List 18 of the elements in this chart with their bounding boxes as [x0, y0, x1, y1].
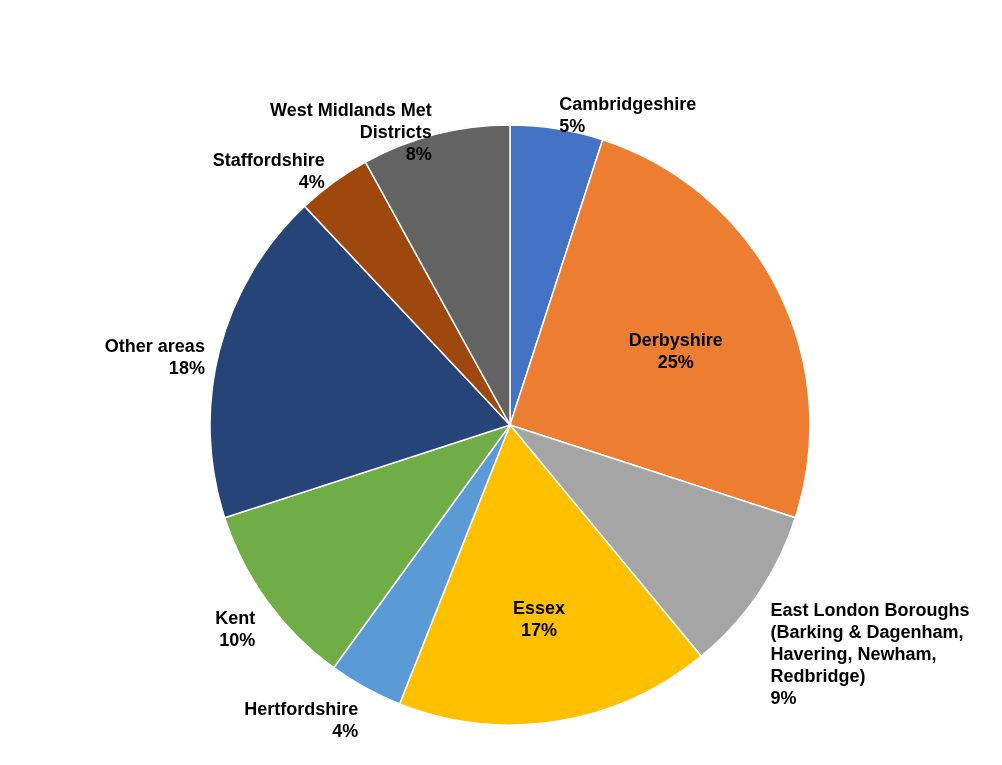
slice-label: Derbyshire: [628, 329, 723, 350]
slice-label: Essex: [513, 597, 566, 618]
slice-label: Staffordshire: [212, 150, 325, 171]
data-label: 18%: [168, 357, 205, 378]
data-label: 10%: [219, 630, 256, 651]
data-label: 4%: [332, 721, 359, 742]
data-label: 5%: [559, 115, 586, 136]
slice-label: Hertfordshire: [244, 699, 359, 720]
data-label: 8%: [405, 143, 432, 164]
slice-label: Kent: [215, 608, 256, 629]
slice-label: West Midlands Met Districts: [269, 99, 432, 142]
slice-label: East London Boroughs (Barking & Dagenham, Havering, Newham, Redbridge): [770, 600, 970, 687]
data-label: 9%: [770, 688, 797, 709]
data-label: 17%: [521, 619, 558, 640]
slice-label: Other areas: [104, 335, 205, 356]
data-label: 25%: [657, 351, 694, 372]
slice-label: Cambridgeshire: [559, 93, 697, 114]
data-label: 4%: [298, 172, 325, 193]
